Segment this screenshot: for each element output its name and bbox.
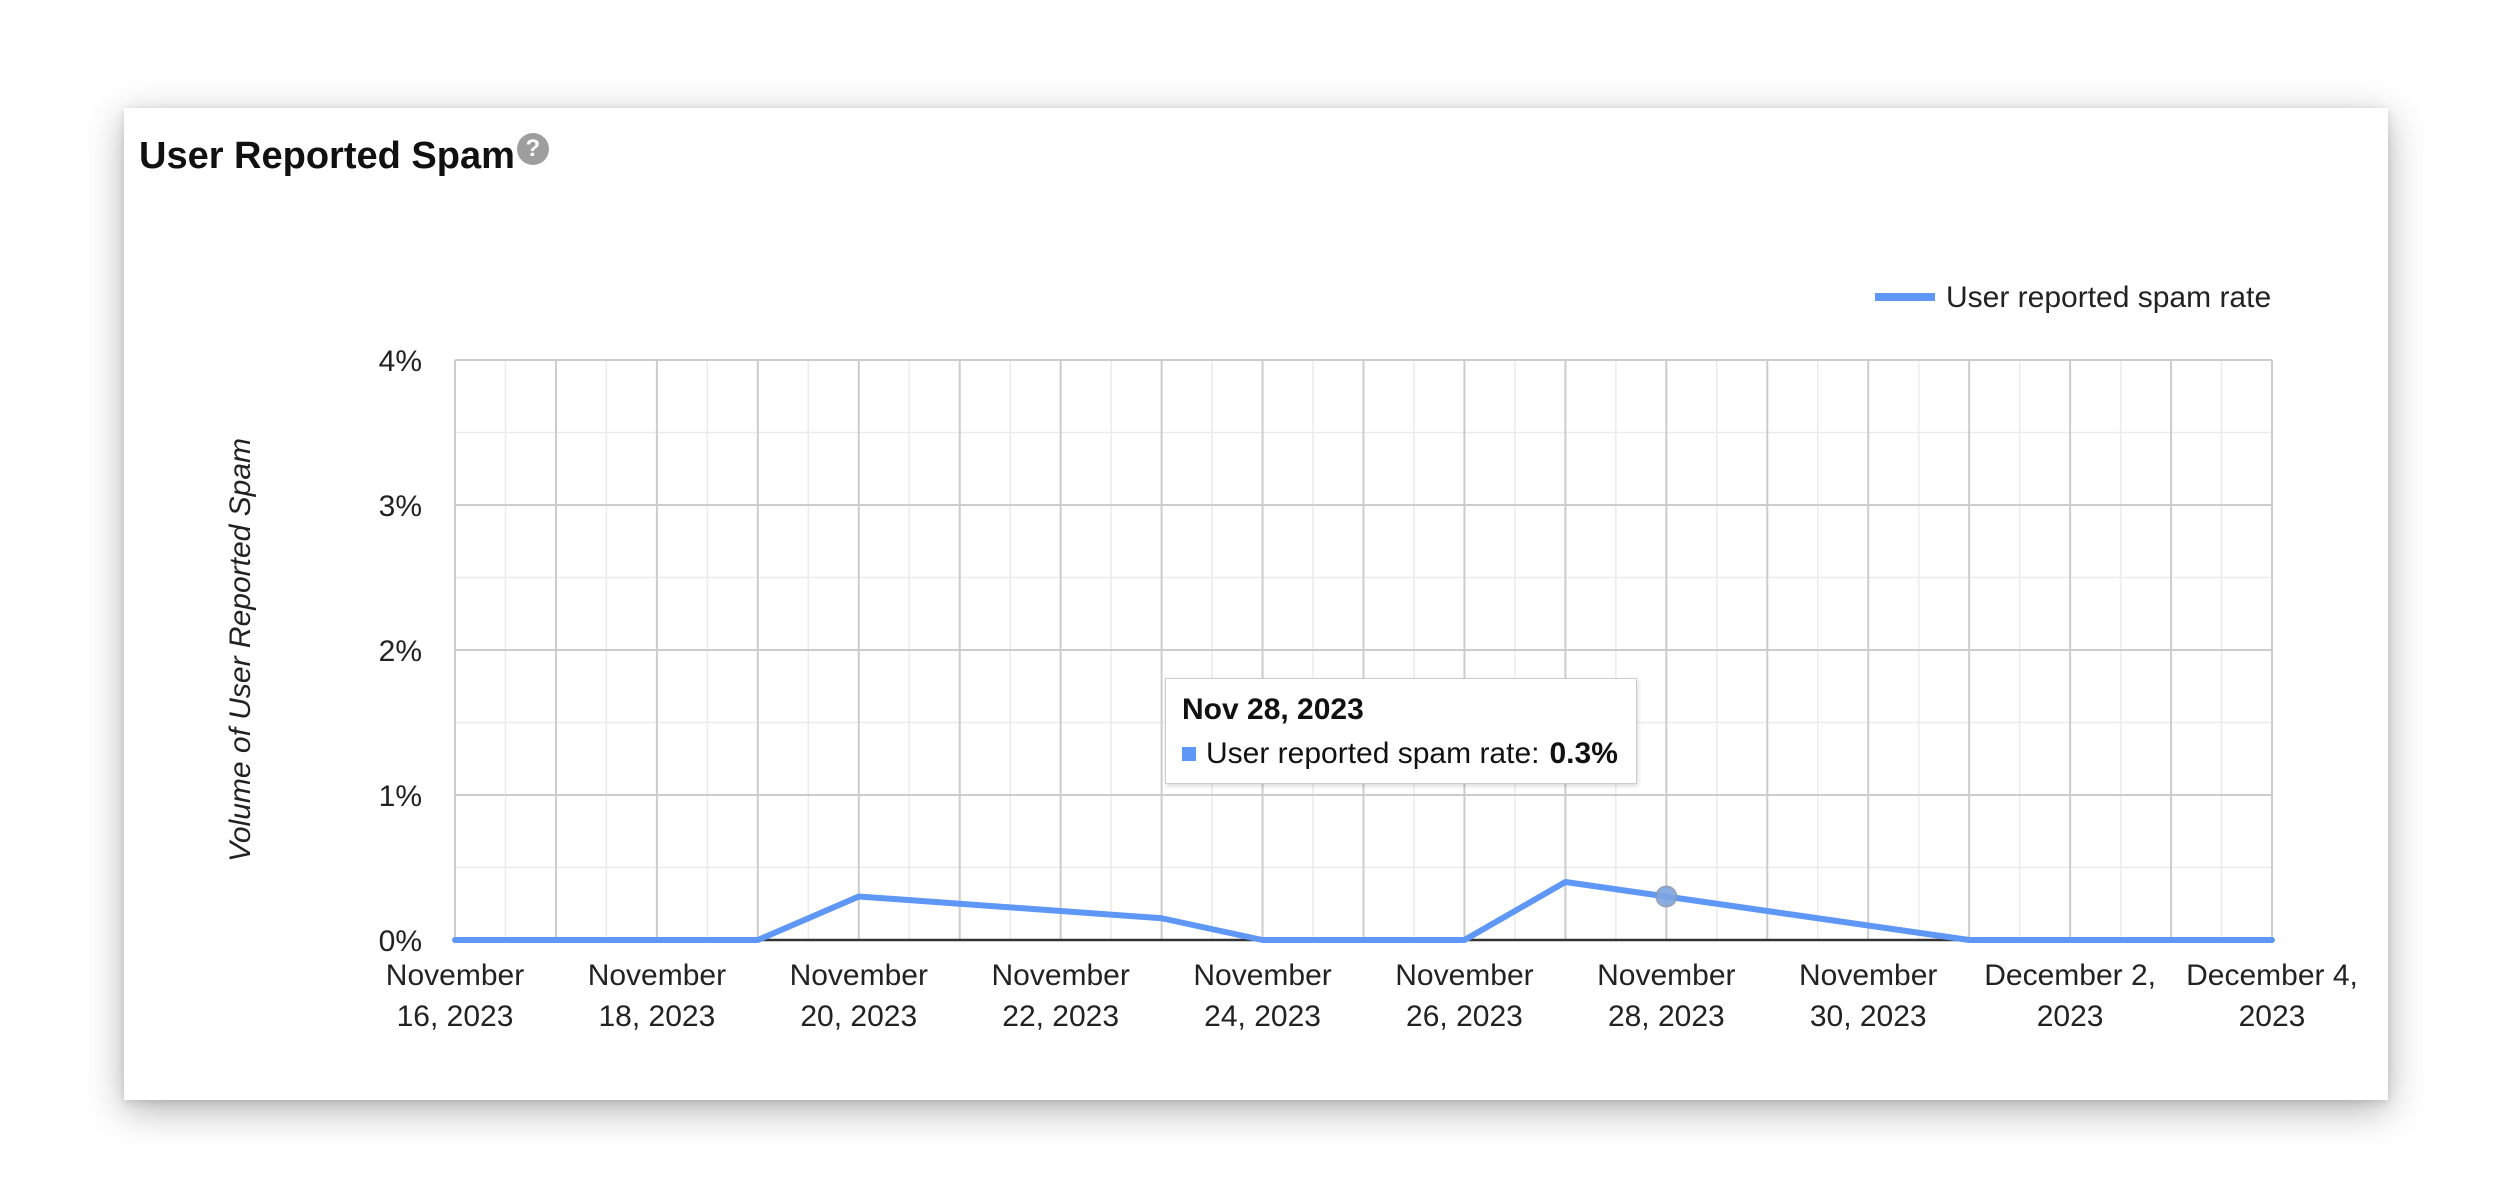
x-tick-label-line: 28, 2023 — [1608, 1000, 1725, 1033]
y-tick-label: 0% — [379, 925, 422, 958]
tooltip-label: User reported spam rate: — [1206, 737, 1540, 770]
x-tick-label-line: 18, 2023 — [598, 1000, 715, 1033]
y-tick-label: 1% — [379, 780, 422, 813]
x-tick-label: November 18, 2023 — [588, 959, 726, 1033]
x-tick-label-line: 22, 2023 — [1002, 1000, 1119, 1033]
highlighted-data-point — [1655, 885, 1678, 908]
tooltip-date: Nov 28, 2023 — [1182, 693, 1364, 726]
x-tick-label: November 30, 2023 — [1799, 959, 1937, 1033]
tooltip-series-swatch — [1182, 747, 1196, 761]
card-header: User Reported Spam ? — [139, 128, 549, 184]
series-group — [452, 879, 2275, 943]
x-tick-label-line: November — [991, 959, 1129, 992]
x-tick-label-line: December 4, — [2186, 959, 2358, 992]
x-tick-label-line: 26, 2023 — [1406, 1000, 1523, 1033]
x-tick-label-line: December 2, — [1984, 959, 2156, 992]
x-tick-label-line: 16, 2023 — [397, 1000, 514, 1033]
x-tick-label: December 4, 2023 — [2186, 959, 2358, 1033]
x-tick-label-line: November — [1597, 959, 1735, 992]
x-tick-label-line: November — [1395, 959, 1533, 992]
x-tick-label-line: 2023 — [2037, 1000, 2104, 1033]
x-tick-label-line: 20, 2023 — [800, 1000, 917, 1033]
tooltip-value: 0.3% — [1549, 737, 1618, 770]
x-tick-label-line: 2023 — [2239, 1000, 2306, 1033]
x-tick-label: November 28, 2023 — [1597, 959, 1735, 1033]
legend[interactable]: User reported spam rate — [1875, 281, 2271, 314]
help-icon[interactable]: ? — [516, 133, 549, 165]
x-tick-label-line: November — [588, 959, 726, 992]
chart-card — [124, 108, 2388, 1100]
x-tick-label-line: 24, 2023 — [1204, 1000, 1321, 1033]
x-tick-label-line: November — [1799, 959, 1937, 992]
x-tick-label: December 2, 2023 — [1984, 959, 2156, 1033]
legend-label: User reported spam rate — [1946, 281, 2271, 314]
x-tick-label: November 16, 2023 — [386, 959, 524, 1033]
x-tick-label: November 22, 2023 — [991, 959, 1129, 1033]
x-tick-label-line: November — [790, 959, 928, 992]
chart-tooltip: Nov 28, 2023 User reported spam rate: 0.… — [1165, 678, 1637, 784]
card-title: User Reported Spam — [139, 134, 515, 177]
y-axis-title: Volume of User Reported Spam — [224, 438, 257, 862]
x-tick-label-line: November — [386, 959, 524, 992]
x-tick-label: November 24, 2023 — [1193, 959, 1331, 1033]
tooltip-row: User reported spam rate: 0.3% — [1182, 737, 1620, 771]
x-tick-label: November 26, 2023 — [1395, 959, 1533, 1033]
y-tick-label: 2% — [379, 635, 422, 668]
y-tick-label: 3% — [379, 490, 422, 523]
series-line — [452, 879, 2275, 943]
major-gridlines — [454, 359, 2273, 941]
y-tick-label: 4% — [379, 345, 422, 378]
x-tick-label-line: November — [1193, 959, 1331, 992]
x-tick-label: November 20, 2023 — [790, 959, 928, 1033]
y-axis-tick-labels: 0% 1% 2% 3% 4% — [379, 345, 422, 958]
x-tick-label-line: 30, 2023 — [1810, 1000, 1927, 1033]
